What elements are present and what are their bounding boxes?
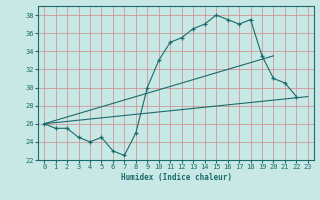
X-axis label: Humidex (Indice chaleur): Humidex (Indice chaleur) [121, 173, 231, 182]
